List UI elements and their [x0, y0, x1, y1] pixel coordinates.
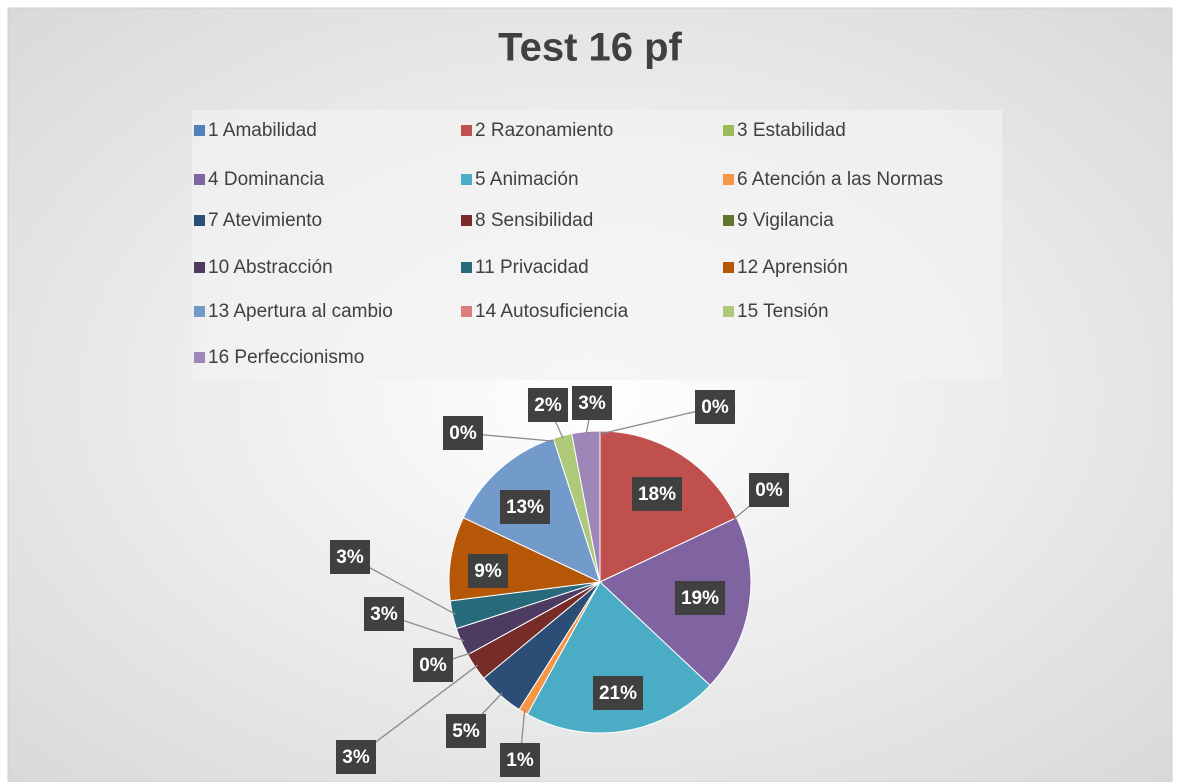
legend-label: 14 Autosuficiencia: [475, 301, 629, 322]
legend-label: 13 Apertura al cambio: [208, 301, 393, 322]
legend-swatch: [461, 125, 472, 136]
data-label-box: [593, 676, 643, 710]
legend-swatch: [461, 306, 472, 317]
legend-label: 4 Dominancia: [208, 169, 325, 190]
data-label: 0%: [419, 655, 447, 676]
legend-swatch: [723, 125, 734, 136]
data-label: 3%: [336, 547, 364, 568]
pie-slice: [571, 430, 601, 583]
legend-swatch: [194, 262, 205, 273]
data-label: 0%: [701, 397, 729, 418]
legend-swatch: [194, 215, 205, 226]
legend-swatch: [194, 174, 205, 185]
data-label: 3%: [370, 604, 398, 625]
data-label: 13%: [506, 497, 544, 518]
legend-label: 1 Amabilidad: [208, 120, 317, 141]
legend-swatch: [723, 262, 734, 273]
data-label-box: [695, 390, 735, 424]
data-label: 21%: [599, 683, 637, 704]
data-label-box: [364, 597, 404, 631]
legend-label: 12 Aprensión: [737, 257, 848, 278]
legend-label: 10 Abstracción: [208, 257, 333, 278]
legend-swatch: [194, 352, 205, 363]
data-label-box: [528, 388, 568, 422]
legend-background: [192, 110, 1002, 380]
data-label: 9%: [474, 561, 502, 582]
data-label: 3%: [578, 393, 606, 414]
legend-swatch: [194, 306, 205, 317]
legend-label: 9 Vigilancia: [737, 210, 834, 231]
data-label-box: [468, 554, 508, 588]
legend-label: 2 Razonamiento: [475, 120, 613, 141]
data-label-box: [749, 473, 789, 507]
data-label-box: [446, 714, 486, 748]
data-label: 18%: [638, 484, 676, 505]
legend-label: 3 Estabilidad: [737, 120, 846, 141]
data-label: 19%: [681, 588, 719, 609]
legend-swatch: [461, 215, 472, 226]
chart-title: Test 16 pf: [498, 26, 682, 70]
legend-label: 8 Sensibilidad: [475, 210, 593, 231]
data-label-box: [500, 743, 540, 777]
legend-swatch: [461, 174, 472, 185]
data-label: 5%: [452, 721, 480, 742]
data-label-box: [572, 386, 612, 420]
data-label: 0%: [449, 423, 477, 444]
data-label: 2%: [534, 395, 562, 416]
data-label-box: [500, 490, 550, 524]
data-label: 1%: [506, 750, 534, 771]
legend-label: 16 Perfeccionismo: [208, 347, 364, 368]
data-label-box: [336, 740, 376, 774]
legend-swatch: [461, 262, 472, 273]
data-label: 3%: [342, 747, 370, 768]
legend-label: 15 Tensión: [737, 301, 829, 322]
legend-label: 5 Animación: [475, 169, 579, 190]
data-label-box: [632, 477, 682, 511]
legend-label: 6 Atención a las Normas: [737, 169, 943, 190]
data-label: 0%: [755, 480, 783, 501]
legend-label: 7 Atevimiento: [208, 210, 322, 231]
legend-swatch: [194, 125, 205, 136]
data-label-box: [330, 540, 370, 574]
leader-line: [355, 664, 479, 758]
legend-swatch: [723, 174, 734, 185]
data-label-box: [443, 416, 483, 450]
data-label-box: [413, 648, 453, 682]
data-label-box: [675, 581, 725, 615]
legend-swatch: [723, 215, 734, 226]
legend-swatch: [723, 306, 734, 317]
legend-label: 11 Privacidad: [475, 257, 589, 278]
pie-slice: [526, 581, 711, 734]
